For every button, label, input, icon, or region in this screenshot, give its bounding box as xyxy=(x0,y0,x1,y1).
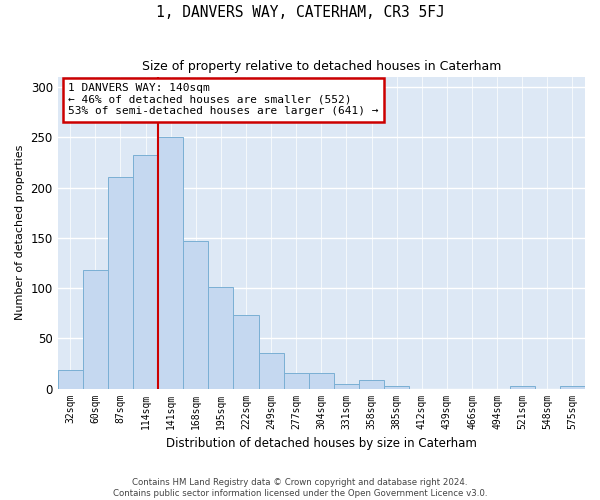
Bar xyxy=(233,315,259,388)
Text: Contains HM Land Registry data © Crown copyright and database right 2024.
Contai: Contains HM Land Registry data © Crown c… xyxy=(113,478,487,498)
Bar xyxy=(359,380,384,388)
Bar xyxy=(334,384,359,388)
Y-axis label: Number of detached properties: Number of detached properties xyxy=(15,145,25,320)
Title: Size of property relative to detached houses in Caterham: Size of property relative to detached ho… xyxy=(142,60,501,73)
Bar xyxy=(108,178,133,388)
Bar xyxy=(509,386,535,388)
Bar xyxy=(284,374,309,388)
Bar xyxy=(133,156,158,388)
Text: 1, DANVERS WAY, CATERHAM, CR3 5FJ: 1, DANVERS WAY, CATERHAM, CR3 5FJ xyxy=(155,5,445,20)
Bar xyxy=(259,354,284,388)
Bar xyxy=(560,386,585,388)
Bar xyxy=(58,370,83,388)
Bar xyxy=(158,138,183,388)
Bar xyxy=(384,386,409,388)
Bar xyxy=(83,270,108,388)
Bar xyxy=(309,374,334,388)
Bar xyxy=(208,287,233,388)
X-axis label: Distribution of detached houses by size in Caterham: Distribution of detached houses by size … xyxy=(166,437,477,450)
Text: 1 DANVERS WAY: 140sqm
← 46% of detached houses are smaller (552)
53% of semi-det: 1 DANVERS WAY: 140sqm ← 46% of detached … xyxy=(68,83,379,116)
Bar xyxy=(183,241,208,388)
